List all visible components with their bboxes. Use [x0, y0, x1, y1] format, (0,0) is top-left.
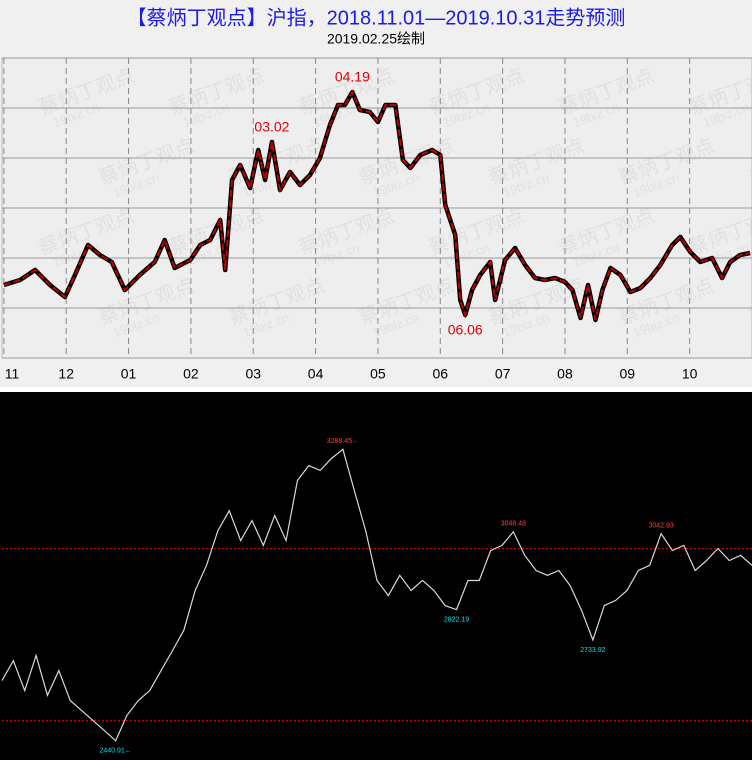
x-tick-label: 06 [432, 366, 448, 382]
x-tick-label: 10 [682, 366, 698, 382]
x-tick-label: 03 [245, 366, 261, 382]
x-tick-label: 08 [557, 366, 573, 382]
x-tick-label: 02 [183, 366, 199, 382]
value-label: 2733.92 [580, 647, 605, 654]
line [3, 89, 751, 321]
value-label: 2822.19 [444, 616, 469, 623]
value-label: 2440.91← [99, 748, 131, 755]
value-label: 3048.48 [501, 521, 526, 528]
value-label: 3042.93 [648, 523, 673, 530]
x-tick-label: 05 [370, 366, 386, 382]
x-tick-label: 01 [121, 366, 137, 382]
x-tick-label: 07 [495, 366, 511, 382]
x-tick-label: 11 [5, 366, 20, 382]
point-label: 06.06 [448, 322, 483, 338]
x-tick-label: 12 [58, 366, 74, 382]
x-tick-label: 09 [620, 366, 636, 382]
line [1, 448, 752, 742]
point-label: 04.19 [335, 69, 370, 85]
point-label: 03.02 [254, 119, 289, 135]
x-tick-label: 04 [308, 366, 324, 382]
value-label: 3288.45← [327, 438, 359, 445]
chart-title: 【蔡炳丁观点】沪指，2018.11.01—2019.10.31走势预测 [127, 6, 626, 29]
chart-subtitle: 2019.02.25绘制 [327, 31, 425, 47]
